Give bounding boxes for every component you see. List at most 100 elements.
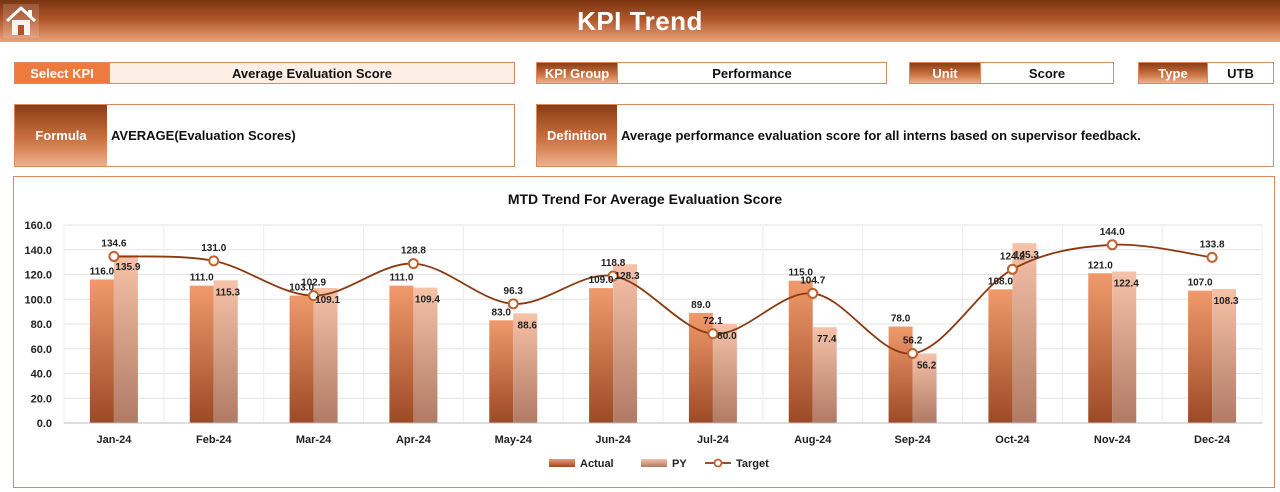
legend-marker bbox=[713, 458, 723, 468]
data-label-actual: 111.0 bbox=[190, 273, 214, 284]
legend-swatch bbox=[549, 459, 575, 467]
target-point bbox=[1206, 251, 1218, 263]
x-tick-label: Sep-24 bbox=[895, 434, 932, 446]
data-label-target: 134.6 bbox=[101, 238, 126, 249]
bar-py bbox=[1212, 288, 1237, 423]
bar-py bbox=[513, 313, 538, 423]
bar-actual bbox=[489, 320, 514, 423]
data-label-actual: 108.0 bbox=[988, 276, 1013, 287]
select-kpi-field[interactable]: Select KPI Average Evaluation Score bbox=[14, 62, 515, 84]
data-label-py: 109.1 bbox=[315, 295, 340, 306]
target-point bbox=[407, 258, 419, 270]
target-point bbox=[807, 287, 819, 299]
x-tick-label: Mar-24 bbox=[296, 434, 332, 446]
bar-py bbox=[113, 254, 138, 423]
bar-py bbox=[313, 287, 338, 423]
formula-value: AVERAGE(Evaluation Scores) bbox=[111, 128, 296, 143]
x-tick-label: Apr-24 bbox=[396, 434, 432, 446]
page-title: KPI Trend bbox=[577, 5, 703, 36]
bar-py bbox=[712, 324, 737, 423]
definition-value: Average performance evaluation score for… bbox=[621, 128, 1141, 143]
bar-actual bbox=[988, 289, 1013, 423]
bar-py bbox=[812, 327, 837, 423]
data-label-py: 88.6 bbox=[518, 320, 538, 331]
chart-title: MTD Trend For Average Evaluation Score bbox=[508, 191, 783, 207]
data-label-target: 104.7 bbox=[800, 275, 825, 286]
y-tick-label: 160.0 bbox=[24, 220, 52, 232]
bar-py bbox=[213, 280, 238, 423]
data-label-target: 118.8 bbox=[601, 258, 626, 269]
bar-actual bbox=[289, 295, 314, 423]
legend-swatch bbox=[641, 459, 667, 467]
data-label-py: 122.4 bbox=[1114, 279, 1139, 290]
data-label-py: 115.3 bbox=[216, 287, 241, 298]
select-kpi-value[interactable]: Average Evaluation Score bbox=[109, 63, 514, 83]
definition-label: Definition bbox=[537, 105, 617, 166]
kpi-group-field: KPI Group Performance bbox=[536, 62, 887, 84]
kpi-group-value: Performance bbox=[617, 63, 886, 83]
y-tick-label: 140.0 bbox=[24, 245, 52, 257]
x-tick-label: Dec-24 bbox=[1194, 434, 1231, 446]
data-label-py: 77.4 bbox=[817, 334, 837, 345]
type-label: Type bbox=[1139, 63, 1207, 83]
x-tick-label: May-24 bbox=[495, 434, 533, 446]
y-tick-label: 60.0 bbox=[31, 344, 52, 356]
legend-label: PY bbox=[672, 458, 687, 470]
bar-actual bbox=[1188, 290, 1213, 423]
data-label-py: 109.4 bbox=[415, 295, 440, 306]
data-label-target: 72.1 bbox=[703, 316, 723, 327]
x-tick-label: Oct-24 bbox=[995, 434, 1030, 446]
type-value: UTB bbox=[1207, 63, 1273, 83]
data-label-actual: 111.0 bbox=[389, 273, 413, 284]
x-tick-label: Aug-24 bbox=[794, 434, 832, 446]
target-point bbox=[108, 250, 120, 262]
bar-py bbox=[1012, 243, 1037, 423]
x-tick-label: Jan-24 bbox=[96, 434, 132, 446]
kpi-trend-chart: MTD Trend For Average Evaluation Score 1… bbox=[24, 191, 1263, 470]
target-point bbox=[907, 347, 919, 359]
chart-panel: MTD Trend For Average Evaluation Score 1… bbox=[13, 176, 1275, 488]
data-label-target: 128.8 bbox=[401, 246, 426, 257]
data-label-py: 135.9 bbox=[115, 262, 140, 273]
data-label-actual: 109.0 bbox=[589, 275, 614, 286]
bar-actual bbox=[89, 279, 114, 423]
data-label-actual: 103.0 bbox=[289, 283, 314, 294]
formula-box: Formula AVERAGE(Evaluation Scores) bbox=[14, 104, 515, 167]
data-label-actual: 116.0 bbox=[90, 266, 115, 277]
target-point bbox=[308, 290, 320, 302]
y-tick-label: 40.0 bbox=[31, 369, 52, 381]
unit-value: Score bbox=[980, 63, 1113, 83]
bar-actual bbox=[589, 288, 614, 423]
data-label-target: 56.2 bbox=[903, 335, 923, 346]
bar-actual bbox=[1088, 273, 1113, 423]
y-tick-label: 120.0 bbox=[24, 270, 52, 282]
bar-actual bbox=[788, 280, 813, 423]
formula-label: Formula bbox=[15, 105, 107, 166]
bar-actual bbox=[189, 285, 214, 423]
home-icon[interactable] bbox=[2, 3, 40, 39]
legend-label: Actual bbox=[580, 458, 614, 470]
bar-actual bbox=[888, 326, 913, 423]
data-label-target: 102.9 bbox=[301, 278, 326, 289]
data-label-py: 145.3 bbox=[1014, 250, 1039, 261]
y-tick-label: 20.0 bbox=[31, 393, 52, 405]
data-label-actual: 121.0 bbox=[1088, 260, 1113, 271]
target-point bbox=[607, 270, 619, 282]
select-kpi-label: Select KPI bbox=[15, 63, 109, 83]
data-label-py: 128.3 bbox=[615, 271, 640, 282]
data-label-py: 56.2 bbox=[917, 360, 937, 371]
y-tick-label: 80.0 bbox=[31, 319, 52, 331]
data-label-target: 133.8 bbox=[1200, 239, 1225, 250]
target-point bbox=[208, 255, 220, 267]
x-tick-label: Nov-24 bbox=[1094, 434, 1132, 446]
bar-py bbox=[912, 353, 937, 423]
bar-actual bbox=[688, 312, 713, 423]
target-point bbox=[707, 328, 719, 340]
data-label-actual: 78.0 bbox=[891, 313, 911, 324]
data-label-actual: 83.0 bbox=[492, 307, 512, 318]
x-tick-label: Feb-24 bbox=[196, 434, 232, 446]
y-tick-label: 100.0 bbox=[24, 294, 52, 306]
legend-label: Target bbox=[736, 458, 769, 470]
data-label-target: 124.2 bbox=[1000, 251, 1025, 262]
bar-py bbox=[1112, 271, 1137, 423]
